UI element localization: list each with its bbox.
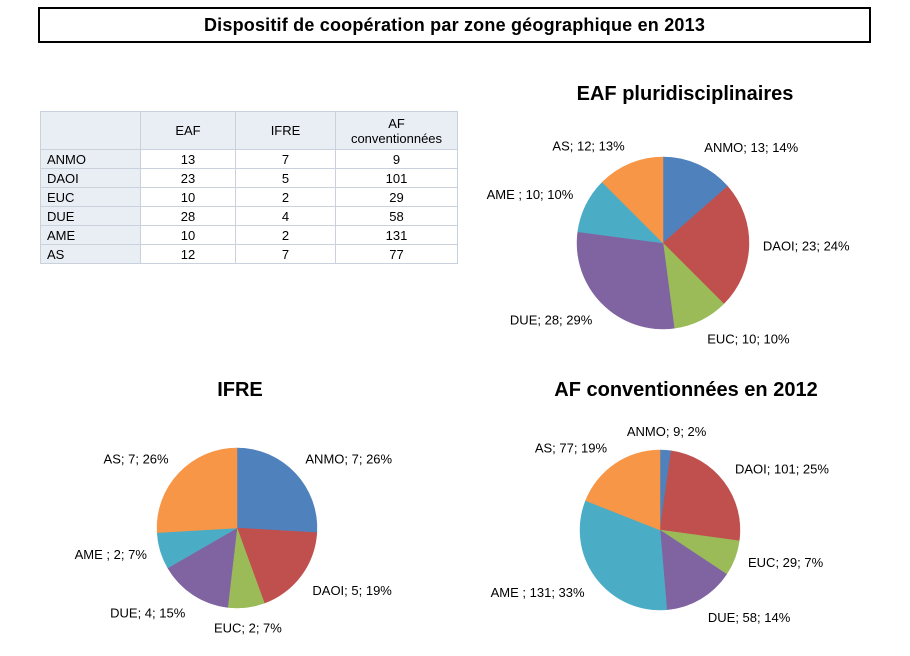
pie-slice-label-daoi: DAOI; 5; 19% [312, 583, 392, 598]
table-header-af-conventionnees: AF conventionnées [335, 111, 458, 150]
pie-slice-label-due: DUE; 28; 29% [510, 313, 593, 328]
table-cell: 9 [335, 149, 458, 169]
pie-slice-due [659, 529, 728, 610]
table-cell: 28 [140, 206, 236, 226]
table-cell: 29 [335, 187, 458, 207]
eaf-pie-chart: ANMO; 13; 14% DAOI; 23; 24% EUC; 10; 10% DU… [487, 139, 850, 347]
pie-slice-anmo [662, 156, 729, 244]
row-label: ANMO [40, 149, 141, 169]
pie-slice-label-anmo: ANMO; 7; 26% [305, 452, 392, 467]
main-title-box: Dispositif de coopération par zone géogr… [38, 7, 871, 43]
table-cell: 4 [235, 206, 336, 226]
table-header-ifre: IFRE [235, 111, 336, 150]
pie-slice-label-ame: AME ; 2; 7% [75, 547, 148, 562]
table-cell: 77 [335, 244, 458, 264]
table-cell: 5 [235, 168, 336, 188]
table-row-ame: AME 10 2 131 [40, 225, 458, 245]
pie-slice-label-euc: EUC; 29; 7% [748, 555, 824, 570]
ifre-pie-chart: ANMO; 7; 26% DAOI; 5; 19% EUC; 2; 7% DUE; 4… [75, 447, 393, 635]
row-label: AS [40, 244, 141, 264]
pie-slice-daoi [236, 527, 318, 604]
table-cell: 101 [335, 168, 458, 188]
pie-slice-as [585, 449, 661, 531]
table-cell: 7 [235, 244, 336, 264]
pie-slice-label-euc: EUC; 10; 10% [707, 332, 790, 347]
pie-slice-label-due: DUE; 4; 15% [110, 606, 186, 621]
pie-slice-as [156, 447, 238, 533]
table-cell: 7 [235, 149, 336, 169]
pie-slice-label-anmo: ANMO; 13; 14% [704, 140, 798, 155]
af-pie-chart: ANMO; 9; 2% DAOI; 101; 25% EUC; 29; 7% DUE;… [491, 424, 830, 625]
pie-slice-anmo [236, 447, 318, 533]
pie-slice-label-as: AS; 12; 13% [552, 139, 625, 154]
table-cell: 2 [235, 225, 336, 245]
table-cell: 13 [140, 149, 236, 169]
pie-slice-daoi [659, 450, 741, 542]
pie-slice-due [167, 527, 238, 608]
row-label: AME [40, 225, 141, 245]
table-row-euc: EUC 10 2 29 [40, 187, 458, 207]
main-title: Dispositif de coopération par zone géogr… [203, 14, 706, 35]
table-header-eaf: EAF [140, 111, 236, 150]
row-label: EUC [40, 187, 141, 207]
pie-slice-label-ame: AME ; 10; 10% [487, 187, 574, 202]
pie-slice-label-due: DUE; 58; 14% [708, 610, 791, 625]
table-cell: 58 [335, 206, 458, 226]
table-cell: 12 [140, 244, 236, 264]
table-cell: 2 [235, 187, 336, 207]
pie-slice-label-anmo: ANMO; 9; 2% [627, 424, 707, 439]
chart-ifre-title: IFRE [217, 379, 263, 401]
pie-slice-label-as: AS; 77; 19% [535, 440, 608, 455]
table-cell: 23 [140, 168, 236, 188]
table-row-as: AS 12 7 77 [40, 244, 458, 264]
table-cell: 10 [140, 187, 236, 207]
chart-af-title: AF conventionnées en 2012 [554, 379, 818, 401]
chart-ifre: IFRE ANMO; 7; 26% DAOI; 5; 19% EUC; 2; 7% D… [15, 378, 465, 646]
pie-slice-label-euc: EUC; 2; 7% [214, 620, 282, 635]
table-header-row: EAF IFRE AF conventionnées [40, 111, 458, 150]
pie-slice-label-daoi: DAOI; 23; 24% [763, 238, 850, 253]
table-row-anmo: ANMO 13 7 9 [40, 149, 458, 169]
table-row-due: DUE 28 4 58 [40, 206, 458, 226]
pie-slice-label-ame: AME ; 131; 33% [491, 585, 585, 600]
pie-slice-daoi [662, 185, 750, 305]
table-row-daoi: DAOI 23 5 101 [40, 168, 458, 188]
chart-eaf-pluridisciplinaires: EAF pluridisciplinaires ANMO; 13; 14% DAO… [460, 82, 910, 368]
table-corner-cell [40, 111, 141, 150]
row-label: DUE [40, 206, 141, 226]
chart-af-conventionnees: AF conventionnées en 2012 ANMO; 9; 2% DAO… [462, 378, 910, 648]
pie-slice-ame [579, 500, 668, 611]
data-table: EAF IFRE AF conventionnées ANMO 13 7 9 D… [40, 111, 458, 264]
row-label: DAOI [40, 168, 141, 188]
table-cell: 131 [335, 225, 458, 245]
table-cell: 10 [140, 225, 236, 245]
pie-slice-due [576, 231, 675, 330]
chart-eaf-title: EAF pluridisciplinaires [576, 83, 794, 105]
pie-slice-as [601, 156, 664, 244]
pie-slice-label-as: AS; 7; 26% [104, 452, 169, 467]
pie-slice-label-daoi: DAOI; 101; 25% [735, 461, 829, 476]
